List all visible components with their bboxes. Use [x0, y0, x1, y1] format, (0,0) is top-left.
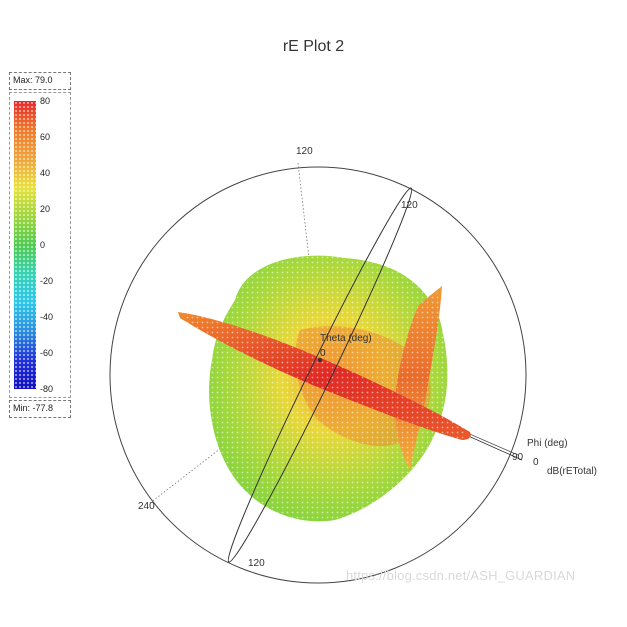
- legend-body: 80 60 40 20 0 -20 -40 -60 -80: [9, 92, 71, 398]
- theta-axis-label: Theta (deg): [320, 333, 372, 344]
- phi-zero-label: 0: [533, 457, 539, 468]
- legend-tick-label: 0: [40, 240, 46, 250]
- legend-min-label: Min: -77.8: [9, 400, 71, 418]
- legend-tick-label: -60: [40, 348, 54, 358]
- outer-polar-circle: [109, 166, 527, 584]
- plot-title: rE Plot 2: [282, 38, 345, 55]
- legend-tick-label: -80: [40, 384, 54, 394]
- legend-tick-label: -40: [40, 312, 54, 322]
- legend-tick-label: 60: [40, 132, 51, 142]
- tick-label-120-bottom: 120: [248, 558, 265, 569]
- phi-axis-label: Phi (deg): [527, 438, 568, 449]
- tick-label-240: 240: [138, 501, 155, 512]
- theta-zero-label: 0: [320, 348, 326, 359]
- legend-tick-label: 80: [40, 96, 51, 106]
- legend-dot-overlay: [14, 101, 36, 389]
- phi-ring: [227, 187, 413, 563]
- legend-max-label: Max: 79.0: [9, 72, 71, 90]
- phi-90-label: 90: [512, 452, 524, 463]
- quantity-label: dB(rETotal): [547, 466, 597, 477]
- tick-label-120-right: 120: [401, 200, 418, 211]
- origin-marker: [318, 358, 322, 362]
- watermark: https://blog.csdn.net/ASH_GUARDIAN: [346, 568, 576, 583]
- legend-tick-label: 40: [40, 168, 51, 178]
- mesh-dot-overlay: [178, 255, 464, 522]
- legend-tick-label: 20: [40, 204, 51, 214]
- legend-tick-label: -20: [40, 276, 54, 286]
- color-legend: Max: 79.0 80 60 40 20 0 -20 -40 -60 -80 Min: -77…: [9, 72, 71, 418]
- tick-label-120-top: 120: [296, 146, 313, 157]
